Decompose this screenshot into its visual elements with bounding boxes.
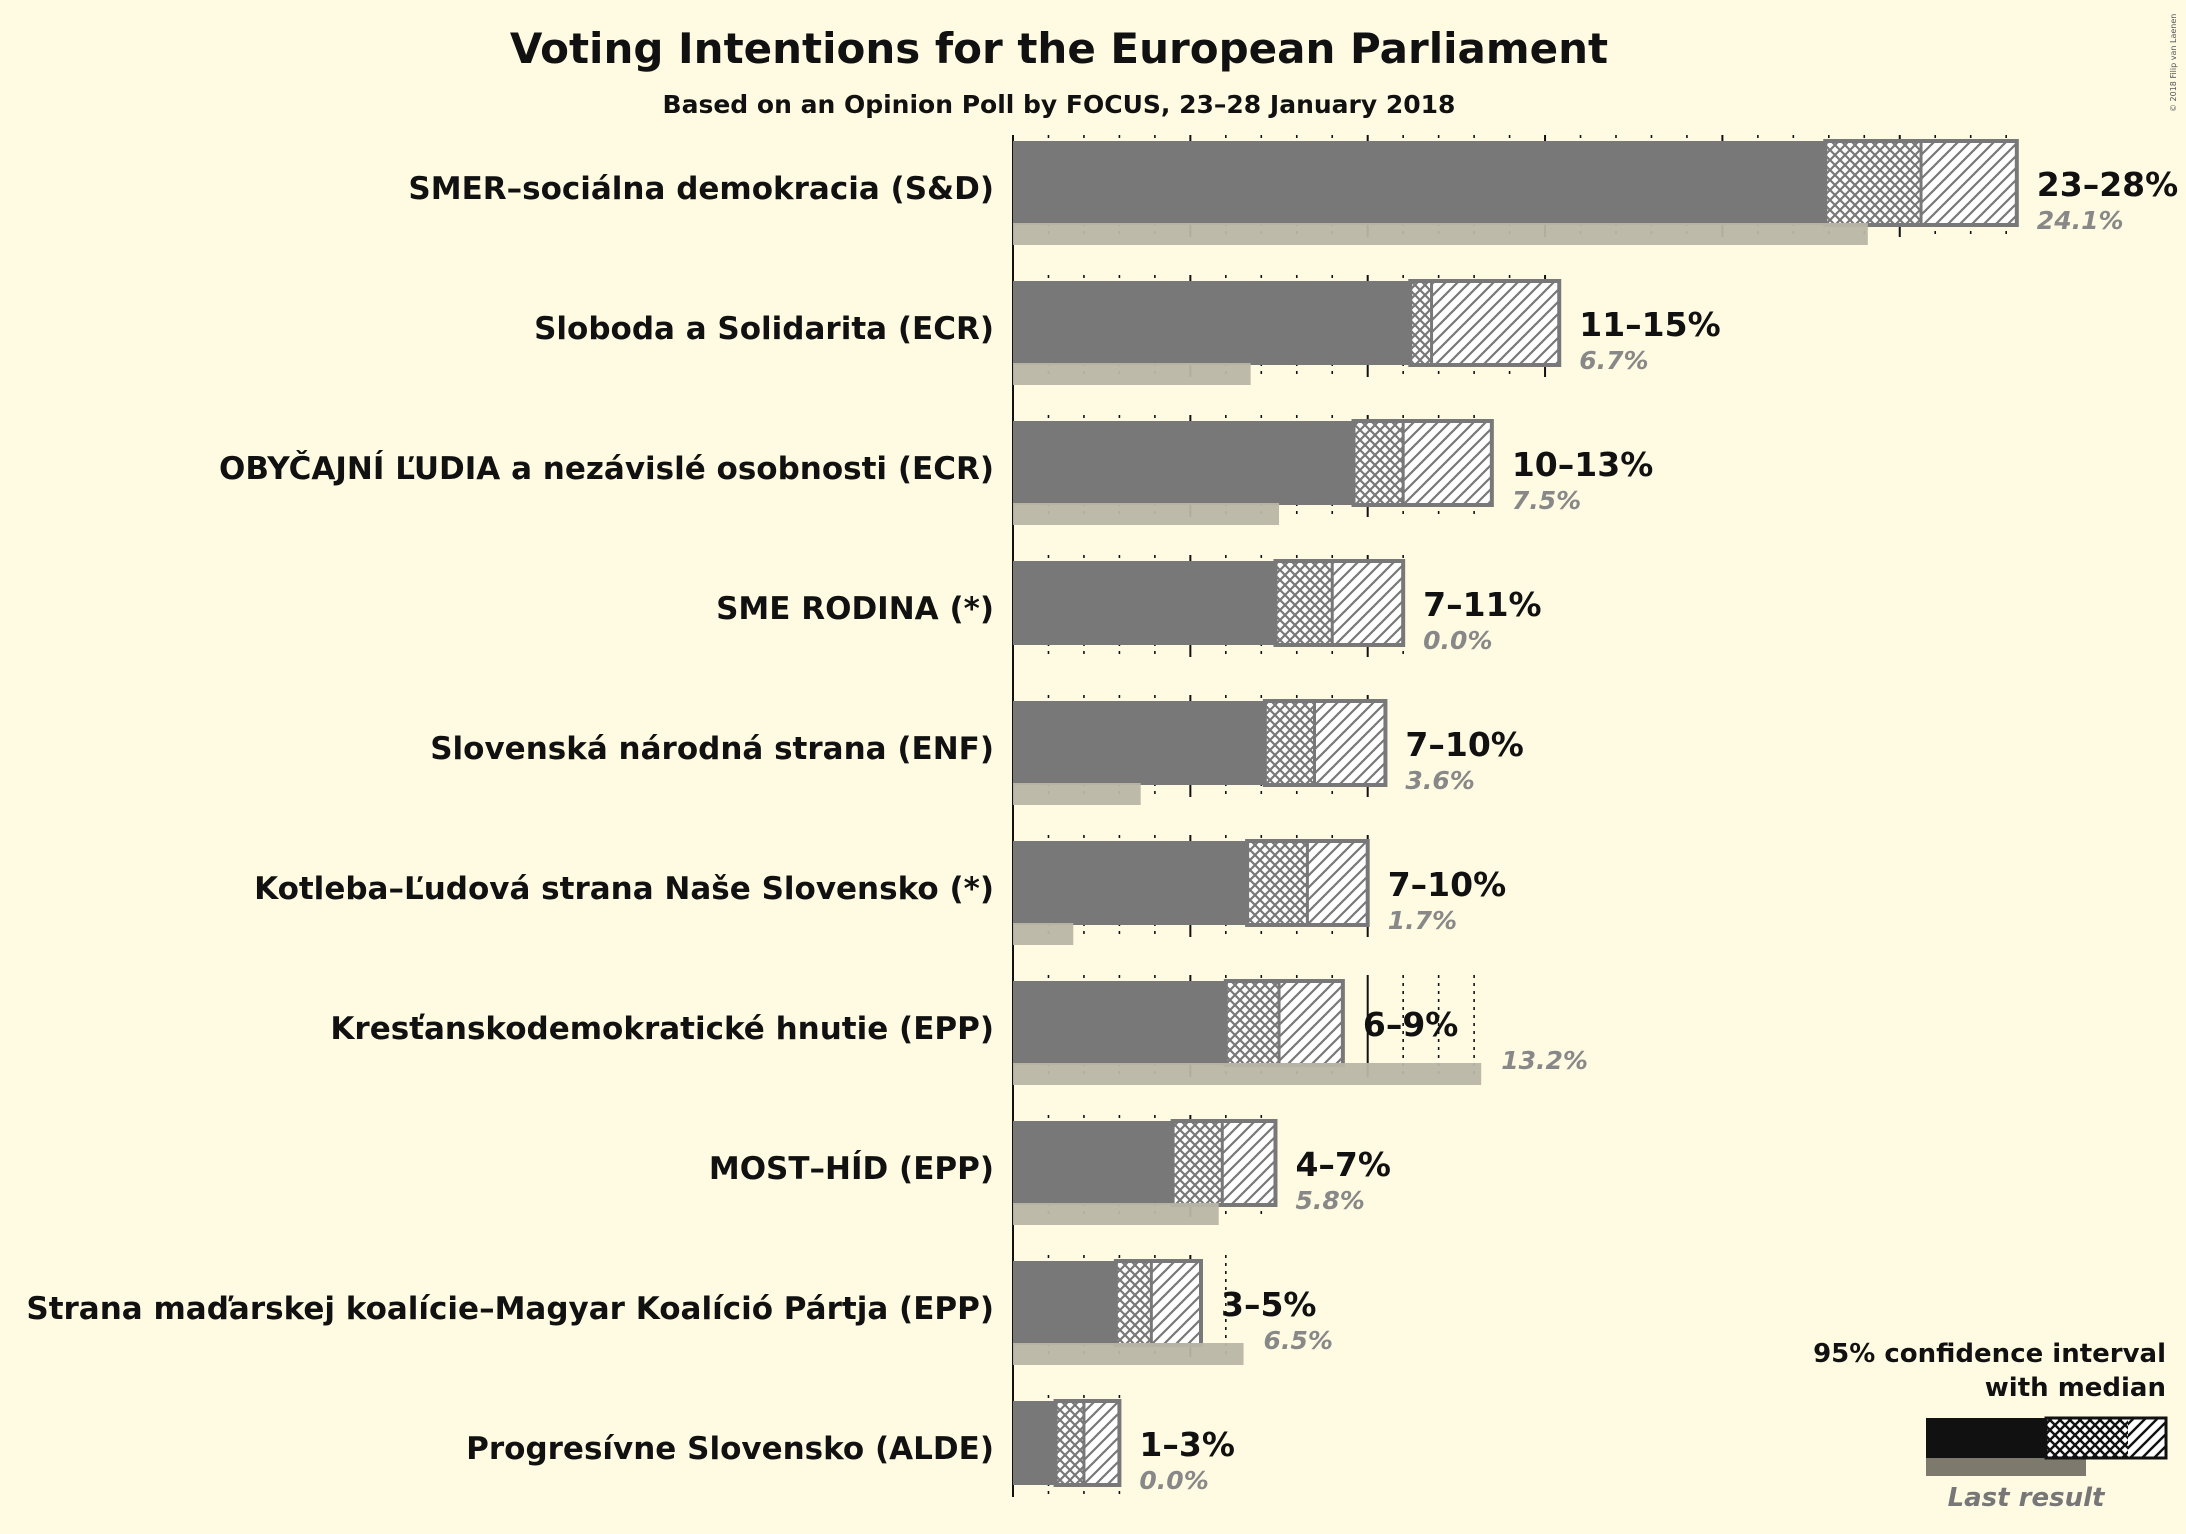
copyright: © 2018 Filip van Laenen: [2169, 14, 2178, 112]
bar-solid: [1013, 841, 1248, 925]
legend-crosshatch: [2046, 1418, 2128, 1458]
bar-solid: [1013, 421, 1354, 505]
legend-frame: [2044, 1416, 2168, 1460]
ci-upper-hatch: [1314, 701, 1386, 785]
ci-lower-hatch: [1353, 421, 1404, 505]
last-result-label: 24.1%: [2037, 206, 2124, 235]
ci-frame: [1408, 279, 1562, 367]
ci-range-label: 1–3%: [1139, 1425, 1235, 1464]
ci-upper-hatch: [1151, 1261, 1201, 1345]
bar-solid: [1013, 981, 1226, 1065]
ci-frame: [1170, 1119, 1278, 1207]
last-result-label: 0.0%: [1139, 1466, 1208, 1495]
category-label: Progresívne Slovensko (ALDE): [466, 1431, 994, 1467]
ci-range-label: 7–10%: [1405, 725, 1523, 764]
category-label: Kotleba–Ľudová strana Naše Slovensko (*): [254, 871, 994, 907]
category-label: SMER–sociálna demokracia (S&D): [408, 171, 994, 207]
legend-bar: [1926, 1418, 2046, 1458]
bars: [1013, 139, 2019, 1487]
ci-upper-hatch: [1431, 281, 1560, 365]
last-result-bar: [1013, 1343, 1244, 1365]
ci-upper-hatch: [1307, 841, 1368, 925]
ci-frame: [1351, 419, 1494, 507]
last-result-bar: [1013, 1063, 1482, 1085]
last-result-label: 3.6%: [1405, 766, 1474, 795]
legend-diaghatch: [2128, 1418, 2166, 1458]
ci-lower-hatch: [1172, 1121, 1223, 1205]
last-result-bar: [1013, 1203, 1219, 1225]
legend: 95% confidence interval with median Last…: [1813, 1339, 2168, 1513]
ci-lower-hatch: [1225, 981, 1280, 1065]
category-label: Sloboda a Solidarita (ECR): [534, 311, 994, 347]
last-result-label: 0.0%: [1423, 626, 1492, 655]
last-result-bar: [1013, 923, 1074, 945]
category-label: OBYČAJNÍ ĽUDIA a nezávislé osobnosti (EC…: [219, 450, 994, 487]
ci-frame: [1273, 559, 1406, 647]
category-label: Slovenská národná strana (ENF): [430, 731, 994, 767]
category-label: Kresťanskodemokratické hnutie (EPP): [330, 1011, 994, 1047]
chart-subtitle: Based on an Opinion Poll by FOCUS, 23–28…: [663, 90, 1456, 119]
last-result-label: 13.2%: [1501, 1046, 1588, 1075]
last-result-bar: [1013, 783, 1141, 805]
last-result-label: 6.7%: [1579, 346, 1648, 375]
ci-upper-hatch: [1921, 141, 2017, 225]
bar-solid: [1013, 1401, 1056, 1485]
category-label: SME RODINA (*): [716, 591, 994, 627]
last-result-label: 7.5%: [1512, 486, 1581, 515]
last-result-label: 6.5%: [1264, 1326, 1333, 1355]
category-label: MOST–HÍD (EPP): [709, 1151, 994, 1187]
bar-solid: [1013, 281, 1411, 365]
ci-frame: [1262, 699, 1388, 787]
bar-solid: [1013, 1261, 1116, 1345]
ci-lower-hatch: [1264, 701, 1315, 785]
ci-upper-hatch: [1403, 421, 1492, 505]
category-label: Strana maďarskej koalície–Magyar Koalíci…: [26, 1291, 994, 1327]
ci-upper-hatch: [1083, 1401, 1120, 1485]
legend-last-label: Last result: [1948, 1483, 2106, 1513]
ci-upper-hatch: [1332, 561, 1404, 645]
ci-upper-hatch: [1279, 981, 1343, 1065]
last-result-bar: [1013, 503, 1280, 525]
ci-range-label: 6–9%: [1363, 1005, 1459, 1044]
legend-title-line2: with median: [1985, 1373, 2166, 1403]
ci-range-label: 7–10%: [1388, 865, 1506, 904]
ci-range-label: 10–13%: [1512, 445, 1653, 484]
bar-solid: [1013, 1121, 1173, 1205]
ci-upper-hatch: [1222, 1121, 1276, 1205]
ci-range-label: 4–7%: [1295, 1145, 1391, 1184]
bar-solid: [1013, 141, 1826, 225]
ci-range-label: 11–15%: [1579, 305, 1720, 344]
bar-solid: [1013, 701, 1265, 785]
ci-range-label: 3–5%: [1221, 1285, 1317, 1324]
ci-lower-hatch: [1115, 1261, 1152, 1345]
chart-title: Voting Intentions for the European Parli…: [510, 24, 1608, 73]
ci-lower-hatch: [1825, 141, 1922, 225]
labels: SMER–sociálna demokracia (S&D) 23–28%24.1…: [26, 165, 2178, 1495]
ci-lower-hatch: [1055, 1401, 1084, 1485]
ci-range-label: 23–28%: [2037, 165, 2178, 204]
last-result-bar: [1013, 223, 1868, 245]
last-result-bar: [1013, 363, 1251, 385]
ci-lower-hatch: [1410, 281, 1432, 365]
last-result-label: 1.7%: [1388, 906, 1457, 935]
legend-title-line1: 95% confidence interval: [1813, 1339, 2166, 1369]
last-result-label: 5.8%: [1295, 1186, 1364, 1215]
ci-lower-hatch: [1247, 841, 1308, 925]
ci-lower-hatch: [1275, 561, 1333, 645]
ci-frame: [1053, 1399, 1122, 1487]
bar-solid: [1013, 561, 1276, 645]
ci-range-label: 7–11%: [1423, 585, 1541, 624]
